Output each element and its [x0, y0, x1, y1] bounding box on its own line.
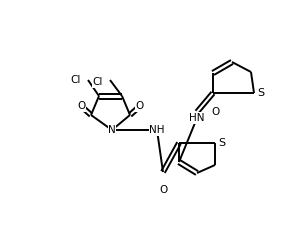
Text: S: S — [258, 88, 265, 98]
Text: O: O — [77, 101, 85, 111]
Text: Cl: Cl — [93, 77, 103, 87]
Text: Cl: Cl — [71, 75, 81, 85]
Text: NH: NH — [149, 125, 165, 135]
Text: O: O — [159, 185, 167, 195]
Text: HN: HN — [189, 113, 205, 123]
Text: S: S — [218, 138, 225, 148]
Text: O: O — [212, 107, 220, 117]
Text: N: N — [108, 125, 116, 135]
Text: O: O — [136, 101, 144, 111]
